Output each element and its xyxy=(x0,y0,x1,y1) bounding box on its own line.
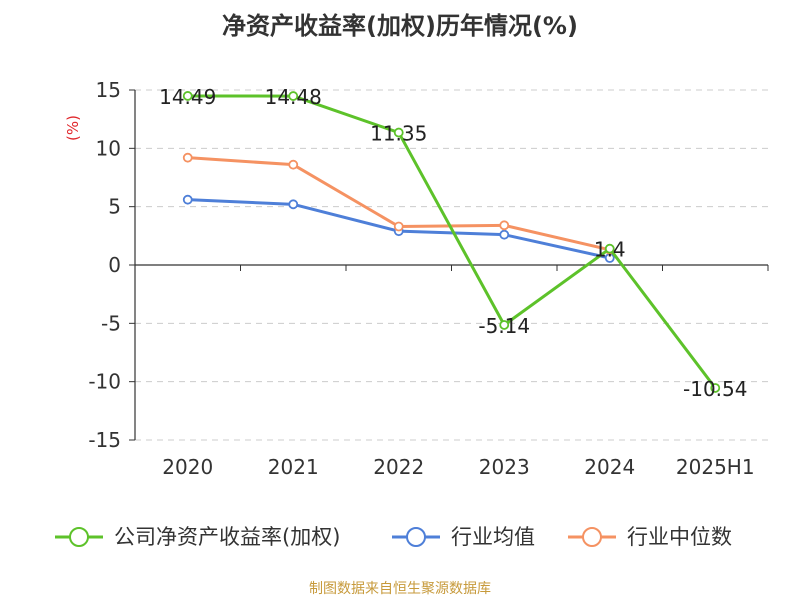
data-point xyxy=(604,243,615,254)
legend-label: 行业均值 xyxy=(451,525,535,549)
chart-title: 净资产收益率(加权)历年情况(%) xyxy=(222,12,578,40)
x-tick-label: 2024 xyxy=(584,455,635,479)
data-label: -5.14 xyxy=(478,314,530,338)
data-point xyxy=(288,159,299,170)
data-point xyxy=(499,220,510,231)
x-tick-label: 2023 xyxy=(479,455,530,479)
series-line xyxy=(187,94,717,389)
x-tick-label: 2020 xyxy=(162,455,213,479)
data-point xyxy=(288,91,299,101)
legend-swatch-marker xyxy=(69,527,89,547)
x-tick-label: 2021 xyxy=(268,455,319,479)
data-label: -10.54 xyxy=(683,377,747,401)
y-axis-label: (%) xyxy=(64,115,82,141)
legend-item[interactable]: 行业中位数 xyxy=(568,525,732,549)
legend-item[interactable]: 公司净资产收益率(加权) xyxy=(55,525,340,549)
data-labels: 14.49 14.48 11.35 -5.14 1.4 -10.54 xyxy=(159,85,747,401)
x-tick-label: 2025H1 xyxy=(676,455,755,479)
y-tick-label: -15 xyxy=(88,428,121,452)
legend: 公司净资产收益率(加权) 行业均值 行业中位数 xyxy=(55,525,732,549)
legend-label: 公司净资产收益率(加权) xyxy=(114,525,340,549)
data-point xyxy=(393,127,404,138)
data-label: 14.49 xyxy=(159,85,216,109)
data-point xyxy=(393,221,404,232)
data-label: 14.48 xyxy=(265,85,322,109)
data-label: 11.35 xyxy=(370,122,427,146)
y-tick-label: 10 xyxy=(96,136,121,160)
y-tick-label: -10 xyxy=(88,370,121,394)
y-tick-label: 15 xyxy=(96,78,121,102)
data-point xyxy=(288,199,299,210)
legend-item[interactable]: 行业均值 xyxy=(392,525,535,549)
legend-label: 行业中位数 xyxy=(627,525,732,549)
data-point xyxy=(182,194,193,205)
y-tick-label: 5 xyxy=(108,195,121,219)
data-point xyxy=(710,383,721,393)
y-tick-label: 0 xyxy=(108,253,121,277)
data-point xyxy=(182,152,193,163)
legend-swatch-marker xyxy=(406,527,426,547)
data-label: 1.4 xyxy=(594,238,626,262)
source-note: 制图数据来自恒生聚源数据库 xyxy=(309,581,491,597)
data-point xyxy=(182,91,193,101)
x-tick-label: 2022 xyxy=(373,455,424,479)
legend-swatch-marker xyxy=(582,527,602,547)
y-tick-label: -5 xyxy=(101,311,121,335)
series xyxy=(182,91,721,393)
axes: -15 -10 -5 0 5 10 15 2020 2021 2022 2023 2024 2025H1 xyxy=(88,78,769,479)
data-point xyxy=(499,320,510,330)
data-point xyxy=(499,229,510,240)
